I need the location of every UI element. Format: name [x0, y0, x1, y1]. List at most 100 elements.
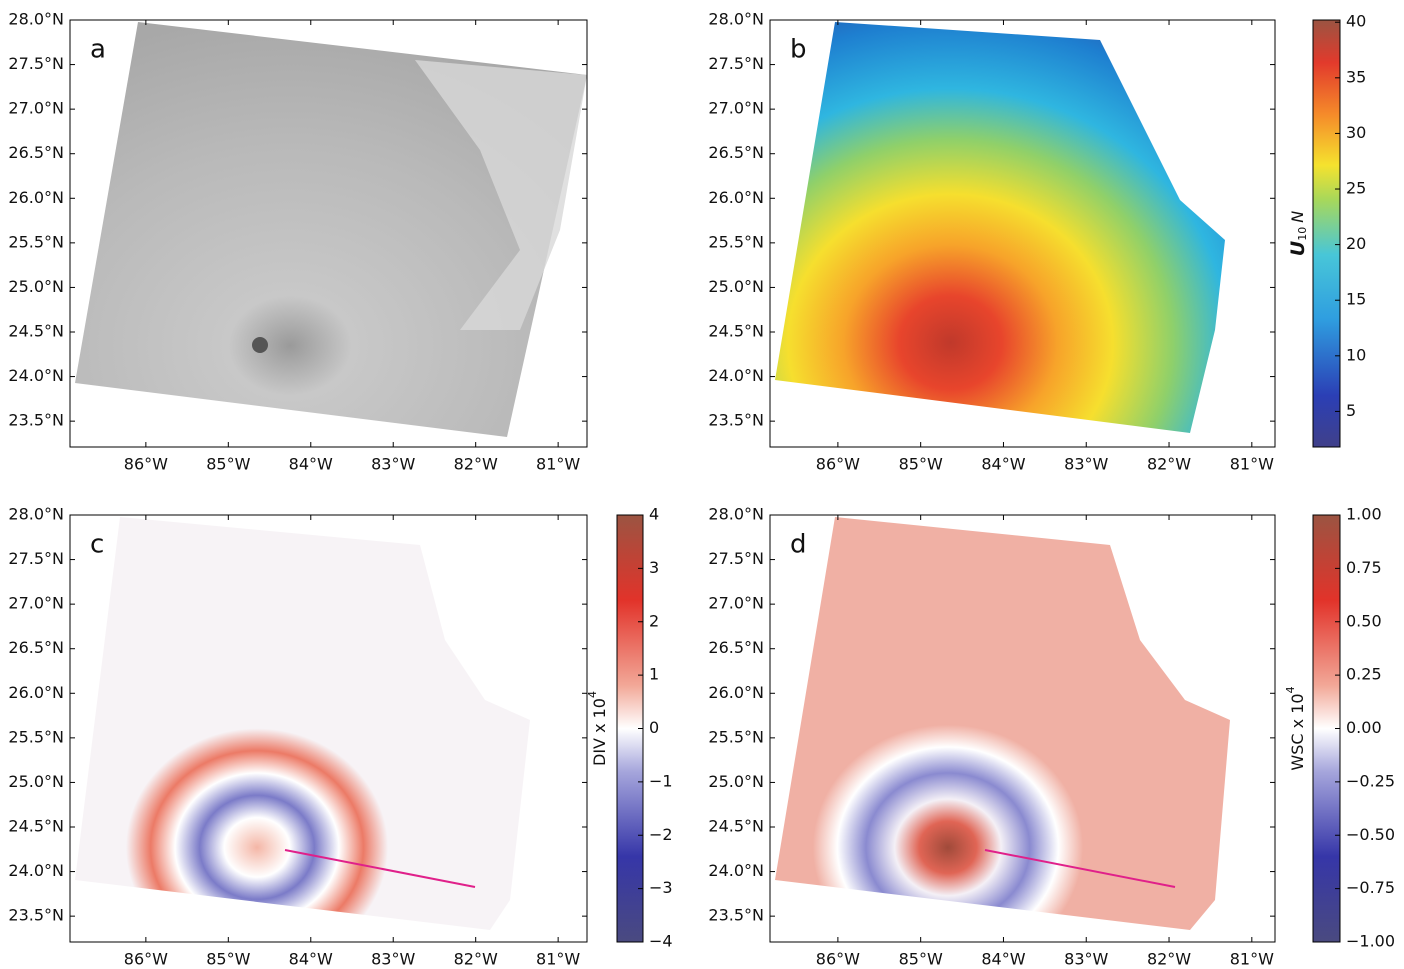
- colorbar-label-text: DIV x 10: [590, 698, 609, 766]
- colorbar-tick-label: 0.75: [1346, 558, 1382, 577]
- y-tick-label: 26.5°N: [8, 638, 64, 657]
- x-tick-label: 85°W: [206, 950, 250, 969]
- y-tick-label: 26.5°N: [708, 638, 764, 657]
- y-tick-label: 27.0°N: [8, 99, 64, 118]
- x-tick-label: 81°W: [1230, 950, 1274, 969]
- y-tick-label: 28.0°N: [8, 10, 64, 29]
- colorbar-tick-label: 0.00: [1346, 718, 1382, 737]
- y-tick-label: 25.5°N: [8, 232, 64, 251]
- y-tick-label: 24.0°N: [8, 366, 64, 385]
- colorbar-tick-label: 30: [1346, 123, 1366, 142]
- y-tick-label: 23.5°N: [708, 906, 764, 925]
- colorbar-tick-label: 35: [1346, 67, 1366, 86]
- x-tick-label: 84°W: [289, 455, 333, 474]
- colorbar-label: DIV x 104: [586, 691, 609, 766]
- y-tick-label: 26.0°N: [8, 188, 64, 207]
- colorbar-tick-label: 15: [1346, 290, 1366, 309]
- x-tick-label: 81°W: [536, 950, 580, 969]
- y-tick-label: 24.5°N: [708, 817, 764, 836]
- colorbar-label: WSC x 104: [1284, 686, 1307, 770]
- x-tick-label: 86°W: [816, 455, 860, 474]
- colorbar-label: U10N: [1287, 211, 1310, 256]
- y-tick-label: 27.5°N: [8, 54, 64, 73]
- y-tick-label: 24.5°N: [708, 322, 764, 341]
- page: {"chart_data": [ {"type": "map", "panel"…: [0, 0, 1404, 969]
- y-tick-label: 24.0°N: [8, 861, 64, 880]
- y-tick-label: 28.0°N: [8, 505, 64, 524]
- hurricane-eye: [252, 337, 268, 353]
- colorbar: [1313, 20, 1340, 447]
- y-tick-label: 27.0°N: [708, 99, 764, 118]
- x-tick-label: 82°W: [454, 950, 498, 969]
- y-tick-label: 25.5°N: [8, 727, 64, 746]
- colorbar-tick-label: 1.00: [1346, 505, 1382, 524]
- colorbar-tick-label: −3: [649, 878, 673, 897]
- colorbar-tick-label: −0.25: [1346, 771, 1395, 790]
- y-tick-label: 26.5°N: [708, 143, 764, 162]
- colorbar-tick-label: 0.25: [1346, 665, 1382, 684]
- y-tick-label: 25.5°N: [708, 232, 764, 251]
- y-tick-label: 25.5°N: [708, 727, 764, 746]
- colorbar-tick-label: 2: [649, 611, 659, 630]
- x-tick-label: 82°W: [1147, 455, 1191, 474]
- x-tick-label: 82°W: [454, 455, 498, 474]
- y-tick-label: 24.5°N: [8, 817, 64, 836]
- x-tick-label: 83°W: [1064, 950, 1108, 969]
- x-tick-label: 83°W: [371, 950, 415, 969]
- y-tick-label: 24.0°N: [708, 861, 764, 880]
- colorbar-tick-label: 20: [1346, 234, 1366, 253]
- colorbar-tick-label: 25: [1346, 179, 1366, 198]
- colorbar-label-sup: 4: [586, 691, 599, 698]
- colorbar-tick-label: 40: [1346, 12, 1366, 31]
- y-tick-label: 25.0°N: [8, 277, 64, 296]
- colorbar-tick-label: 0.50: [1346, 611, 1382, 630]
- x-tick-label: 85°W: [899, 950, 943, 969]
- y-tick-label: 25.0°N: [708, 277, 764, 296]
- y-tick-label: 26.0°N: [8, 683, 64, 702]
- y-tick-label: 26.0°N: [708, 188, 764, 207]
- panel-letter: d: [790, 530, 807, 560]
- colorbar-tick-label: 1: [649, 665, 659, 684]
- y-tick-label: 27.0°N: [708, 594, 764, 613]
- panel-letter: c: [90, 530, 104, 560]
- panel-letter: b: [790, 35, 807, 65]
- colorbar-label-after: N: [1288, 211, 1307, 223]
- x-tick-label: 82°W: [1147, 950, 1191, 969]
- y-tick-label: 27.5°N: [708, 549, 764, 568]
- curl-field: [775, 517, 1230, 930]
- x-tick-label: 81°W: [1230, 455, 1274, 474]
- y-tick-label: 25.0°N: [8, 772, 64, 791]
- x-tick-label: 86°W: [124, 455, 168, 474]
- x-tick-label: 86°W: [816, 950, 860, 969]
- y-tick-label: 27.0°N: [8, 594, 64, 613]
- y-tick-label: 28.0°N: [708, 505, 764, 524]
- colorbar-tick-label: −1.00: [1346, 932, 1395, 951]
- divergence-field: [75, 517, 530, 930]
- x-tick-label: 85°W: [206, 455, 250, 474]
- x-tick-label: 84°W: [981, 455, 1025, 474]
- y-tick-label: 25.0°N: [708, 772, 764, 791]
- y-tick-label: 24.0°N: [708, 366, 764, 385]
- y-tick-label: 26.5°N: [8, 143, 64, 162]
- x-tick-label: 84°W: [289, 950, 333, 969]
- x-tick-label: 86°W: [124, 950, 168, 969]
- colorbar-tick-label: −0.75: [1346, 878, 1395, 897]
- y-tick-label: 24.5°N: [8, 322, 64, 341]
- colorbar-tick-label: −2: [649, 825, 673, 844]
- y-tick-label: 28.0°N: [708, 10, 764, 29]
- y-tick-label: 23.5°N: [708, 411, 764, 430]
- colorbar-tick-label: −4: [649, 932, 673, 951]
- y-tick-label: 23.5°N: [8, 411, 64, 430]
- colorbar-tick-label: 3: [649, 558, 659, 577]
- colorbar-tick-label: −0.50: [1346, 825, 1395, 844]
- figure: a 86°W 85°W 84°W 83°W 82°W 81°W 23.5°N 24.0°N 24.…: [0, 0, 1404, 969]
- colorbar-tick-label: 0: [649, 718, 659, 737]
- y-tick-label: 27.5°N: [8, 549, 64, 568]
- panel-letter: a: [90, 35, 106, 65]
- colorbar-tick-label: 5: [1346, 401, 1356, 420]
- wind-speed-field: [775, 22, 1225, 433]
- colorbar-tick-label: 4: [649, 505, 659, 524]
- x-tick-label: 81°W: [536, 455, 580, 474]
- y-tick-label: 23.5°N: [8, 906, 64, 925]
- colorbar-label-text: WSC x 10: [1288, 693, 1307, 770]
